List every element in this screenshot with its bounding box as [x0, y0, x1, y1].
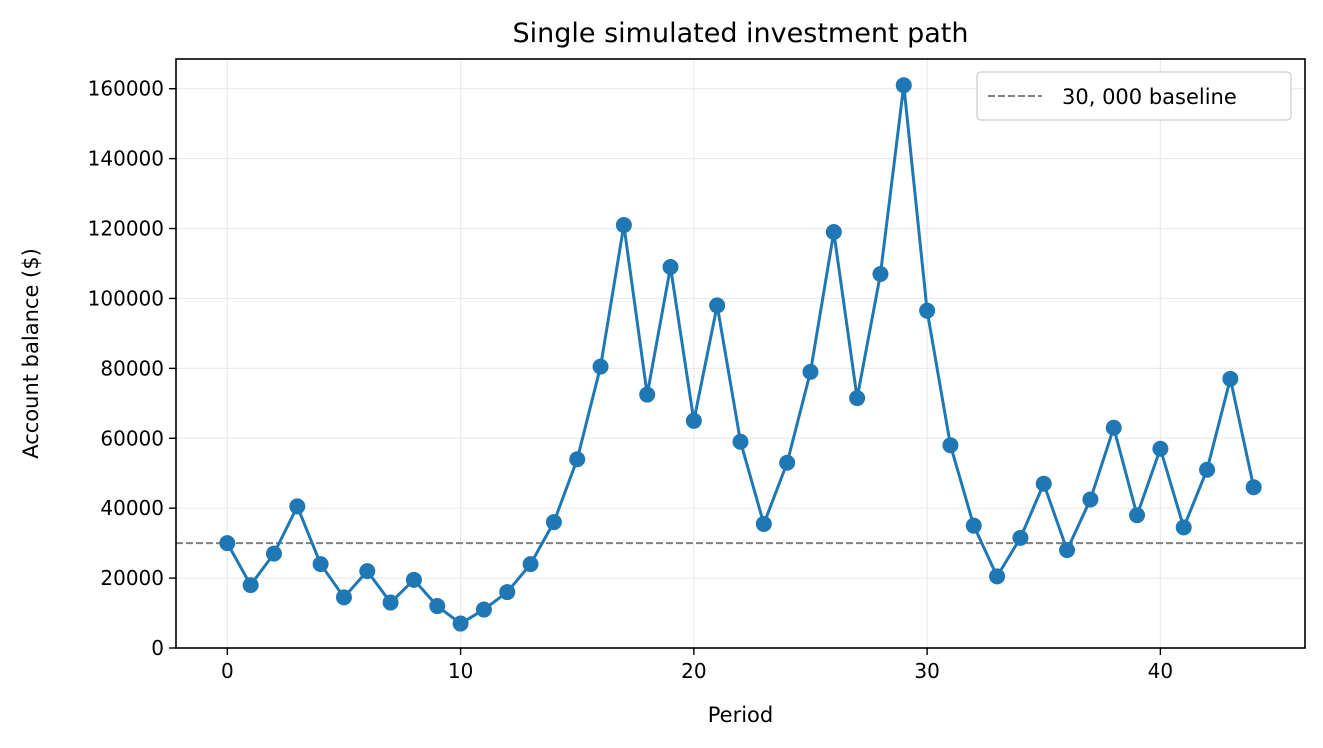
data-point	[1129, 507, 1146, 524]
data-point	[615, 217, 632, 234]
data-point	[429, 598, 446, 615]
data-point	[289, 498, 306, 515]
grid-layer	[176, 59, 1305, 649]
x-tick-label: 40	[1148, 659, 1173, 683]
y-ticks: 0 20000 40000 60000 80000 100000 120000 140000 1…	[88, 77, 176, 660]
data-point	[989, 568, 1006, 585]
data-point	[639, 386, 656, 403]
x-tick-label: 30	[914, 659, 939, 683]
data-point	[872, 265, 889, 282]
data-point	[242, 577, 259, 594]
y-tick-label: 60000	[100, 426, 164, 450]
x-tick-label: 10	[448, 659, 473, 683]
data-point	[1199, 461, 1216, 478]
data-point	[1082, 491, 1099, 508]
data-point	[359, 563, 376, 580]
data-point	[1059, 542, 1076, 559]
data-point	[802, 363, 819, 380]
y-tick-label: 160000	[88, 77, 164, 101]
data-point	[849, 390, 866, 407]
data-point	[335, 589, 352, 606]
data-point	[452, 615, 469, 632]
data-point	[545, 514, 562, 531]
data-point	[1152, 440, 1169, 457]
y-tick-label: 120000	[88, 217, 164, 241]
data-point	[732, 433, 749, 450]
chart-title: Single simulated investment path	[513, 18, 969, 49]
x-axis-label: Period	[708, 703, 773, 727]
plot-frame	[175, 58, 1306, 649]
y-tick-label: 140000	[88, 147, 164, 171]
data-point	[1222, 370, 1239, 387]
legend-baseline-label: 30, 000 baseline	[1062, 85, 1237, 109]
data-point	[265, 545, 282, 562]
data-point	[965, 517, 982, 534]
data-point	[405, 571, 422, 588]
y-tick-label: 0	[151, 636, 164, 660]
data-point	[825, 224, 842, 241]
y-tick-label: 80000	[100, 356, 164, 380]
data-point	[1035, 475, 1052, 492]
x-ticks: 0 10 20 30 40	[221, 648, 1173, 683]
data-point	[942, 437, 959, 454]
data-point	[522, 556, 539, 573]
data-point	[219, 535, 236, 552]
data-point	[755, 515, 772, 532]
data-point	[685, 412, 702, 429]
legend-box	[976, 71, 1292, 121]
data-point	[382, 594, 399, 611]
data-point	[779, 454, 796, 471]
y-tick-label: 100000	[88, 286, 164, 310]
x-tick-label: 20	[681, 659, 706, 683]
data-point	[709, 297, 726, 314]
data-point	[592, 358, 609, 375]
data-point	[499, 584, 516, 601]
y-tick-label: 40000	[100, 496, 164, 520]
x-tick-label: 0	[221, 659, 234, 683]
data-point	[895, 77, 912, 94]
data-point	[1105, 419, 1122, 436]
y-axis-label: Account balance ($)	[19, 248, 43, 459]
legend: 30, 000 baseline	[976, 71, 1292, 121]
data-point	[475, 601, 492, 618]
data-point	[569, 451, 586, 468]
data-point	[1175, 519, 1192, 536]
data-point	[662, 258, 679, 275]
data-point	[1012, 529, 1029, 546]
y-tick-label: 20000	[100, 566, 164, 590]
data-point	[312, 556, 329, 573]
data-point	[1245, 479, 1262, 496]
data-point	[919, 302, 936, 319]
series-layer	[219, 77, 1262, 632]
